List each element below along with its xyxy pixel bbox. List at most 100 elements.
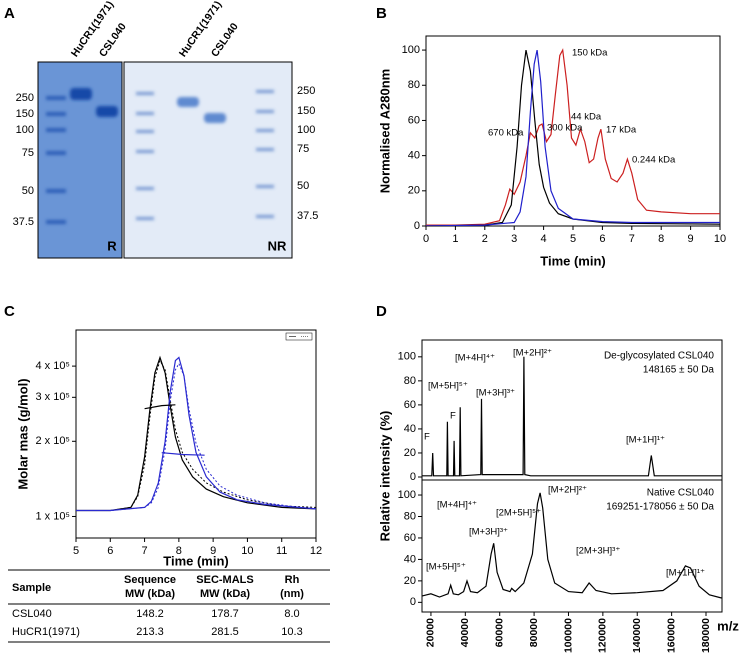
table-cell: 281.5 [211,626,239,638]
y-tick-label: 100 [398,489,416,501]
annotation: [M+2H]²⁺ [548,485,587,496]
x-tick-label: 6 [599,233,605,245]
annotation: [M+5H]⁵⁺ [426,562,466,573]
lane-label: CSL040 [209,21,241,60]
table-header: Rh [285,574,300,586]
lane-label: CSL040 [97,21,129,60]
x-tick-label: 1 [452,233,458,245]
gel-condition: R [107,238,117,253]
series-line [76,356,316,512]
table-header: (nm) [280,588,304,600]
annotation: [M+4H]⁴⁺ [455,353,495,364]
marker-label: 250 [16,92,34,104]
annotation: [2M+5H]⁵⁺ [496,508,541,519]
y-tick-label: 40 [404,423,416,435]
series-line [76,355,316,512]
x-tick-label: 140000 [631,618,643,653]
x-tick-label: 5 [73,545,79,557]
panel-label: D [376,303,387,320]
x-tick-label: 0 [423,233,429,245]
marker-label: 37.5 [13,216,34,228]
x-tick-label: 100000 [562,618,574,653]
table-cell: 178.7 [211,608,239,620]
y-tick-label: 3 x 10⁵ [35,391,70,403]
mass-label: 148165 ± 50 Da [643,365,715,376]
annotation: [M+3H]³⁺ [476,388,515,399]
y-tick-label: 60 [404,532,416,544]
sample-label: De-glycosylated CSL040 [604,351,714,362]
x-tick-label: 120000 [597,618,609,653]
x-tick-label: 8 [176,545,182,557]
plot-frame [421,479,723,613]
y-tick-label: 100 [402,44,420,56]
panel-label: B [376,5,387,22]
x-tick-label: 4 [541,233,547,245]
annotation: 150 kDa [572,48,608,59]
annotation: [M+3H]³⁺ [469,527,508,538]
marker-label: 100 [297,124,315,136]
x-tick-label: 80000 [528,618,540,647]
annotation: F [450,411,456,422]
table-cell: CSL040 [12,608,52,620]
x-axis-label: Time (min) [163,553,229,568]
annotation: 17 kDa [606,125,637,136]
y-tick-label: 20 [408,185,420,197]
x-tick-label: 40000 [459,618,471,647]
y-axis-label: Relative intensity (%) [377,411,392,542]
series-line [422,356,722,477]
annotation: [M+1H]¹⁺ [666,568,705,579]
x-tick-label: 12 [310,545,322,557]
annotation: F [424,432,430,443]
marker-label: 100 [16,124,34,136]
x-axis-label: Time (min) [540,253,606,268]
x-tick-label: 9 [210,545,216,557]
marker-label: 150 [16,108,34,120]
panel-label: A [4,5,15,22]
y-tick-label: 20 [404,447,416,459]
y-tick-label: 0 [414,220,420,232]
y-tick-label: 0 [410,471,416,483]
table-header: Sample [12,582,51,594]
y-tick-label: 4 x 10⁵ [35,360,70,372]
marker-label: 37.5 [297,210,318,222]
y-tick-label: 80 [408,79,420,91]
x-axis-label: m/z [717,618,739,633]
table-header: Sequence [124,574,176,586]
y-tick-label: 100 [398,351,416,363]
table-header: MW (kDa) [200,588,250,600]
x-tick-label: 7 [142,545,148,557]
series-line [426,48,720,226]
x-tick-label: 10 [241,545,253,557]
y-tick-label: 80 [404,375,416,387]
x-tick-label: 60000 [493,618,505,647]
marker-label: 50 [297,180,309,192]
y-axis-label: Normalised A280nm [377,69,392,194]
x-tick-label: 9 [688,233,694,245]
y-tick-label: 60 [408,114,420,126]
x-tick-label: 160000 [665,618,677,653]
y-tick-label: 40 [408,150,420,162]
table-cell: 10.3 [281,626,302,638]
y-tick-label: 80 [404,510,416,522]
table-cell: 8.0 [284,608,299,620]
series-line [76,359,316,511]
y-tick-label: 0 [410,596,416,608]
annotation: [M+2H]²⁺ [513,348,552,359]
series-line [422,492,722,599]
ladder-bands [46,90,274,224]
series-line [161,452,205,456]
table-header: SEC-MALS [196,574,253,586]
x-tick-label: 2 [482,233,488,245]
x-tick-label: 8 [658,233,664,245]
table-cell: 213.3 [136,626,164,638]
y-axis-label: Molar mas (g/mol) [15,378,30,489]
sample-label: Native CSL040 [647,488,715,499]
annotation: [2M+3H]³⁺ [576,546,620,557]
marker-label: 50 [22,185,34,197]
series-line [144,404,176,410]
series-line [426,49,720,226]
mass-label: 169251-178056 ± 50 Da [606,502,714,513]
x-tick-label: 20000 [425,618,437,647]
annotation: [M+5H]⁵⁺ [428,381,468,392]
